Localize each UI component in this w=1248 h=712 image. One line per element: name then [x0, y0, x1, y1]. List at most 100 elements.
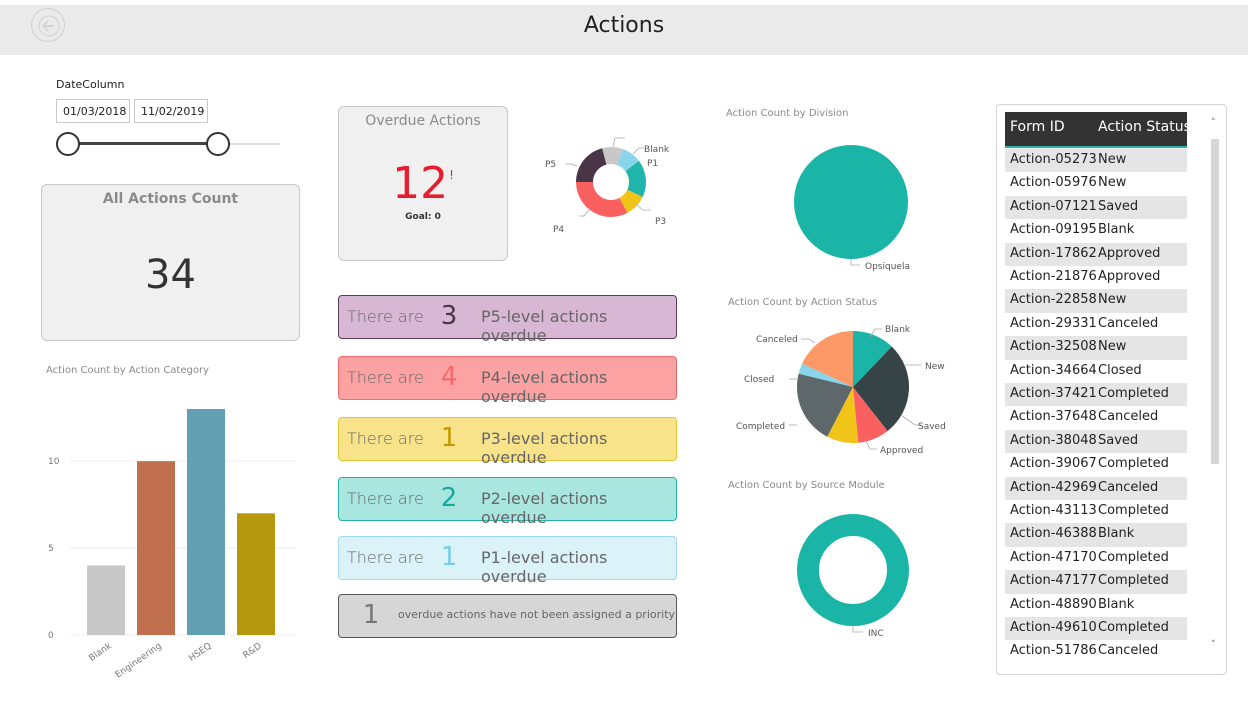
table-row[interactable]: Action-49610 Completed	[1005, 617, 1187, 641]
cell-action-status: Completed	[1098, 549, 1169, 565]
end-slider-handle[interactable]	[206, 132, 230, 156]
cell-action-status: Canceled	[1098, 315, 1159, 331]
banner-lead-text: There are	[347, 548, 424, 567]
cell-action-status: Completed	[1098, 456, 1169, 472]
table-row[interactable]: Action-05273 New	[1005, 149, 1187, 173]
end-date-input[interactable]: 11/02/2019	[134, 99, 208, 123]
cell-form-id: Action-47170	[1010, 549, 1097, 565]
cell-form-id: Action-37648	[1010, 409, 1097, 425]
bar-engineering[interactable]	[137, 461, 175, 635]
table-row[interactable]: Action-51786 Canceled	[1005, 640, 1187, 664]
banner-tail-text: P5-level actions overdue	[481, 307, 608, 345]
p5-overdue-banner[interactable]: There are 3 P5-level actions overdue	[338, 295, 677, 345]
table-row[interactable]: Action-38048 Saved	[1005, 429, 1187, 454]
table-row[interactable]: Action-05976 New	[1005, 172, 1187, 196]
table-row[interactable]: Action-37421 Completed	[1005, 383, 1187, 407]
table-row[interactable]: Action-29331 Canceled	[1005, 312, 1187, 337]
category-chart-title: Action Count by Action Category	[46, 365, 209, 376]
p1-overdue-banner[interactable]: There are 1 P1-level actions overdue	[338, 536, 677, 586]
caret-up-icon[interactable]: ˄	[1211, 118, 1216, 128]
pie-slice-canceled[interactable]	[802, 331, 853, 387]
donut-slice-p1[interactable]	[617, 149, 639, 172]
status-chart-title: Action Count by Action Status	[728, 297, 878, 308]
unprioritized-overdue-banner[interactable]: 1 overdue actions have not been assigned…	[338, 594, 677, 638]
back-button[interactable]	[31, 8, 65, 42]
table-scrollbar[interactable]	[1211, 139, 1219, 464]
table-row[interactable]: Action-43113 Completed	[1005, 500, 1187, 524]
table-row[interactable]: Action-46388 Blank	[1005, 523, 1187, 547]
bar-rd[interactable]	[237, 513, 275, 635]
cell-action-status: Saved	[1098, 198, 1139, 214]
bar-hseq[interactable]	[187, 409, 225, 635]
pie-slice-closed[interactable]	[798, 363, 853, 387]
caret-down-icon[interactable]: ˅	[1211, 640, 1216, 650]
cell-form-id: Action-49610	[1010, 620, 1097, 635]
column-header-form-id[interactable]: Form ID	[1010, 119, 1065, 135]
banner-tail-text: P3-level actions overdue	[481, 429, 608, 467]
x-tick-label: Blank	[87, 641, 114, 664]
cell-action-status: New	[1098, 175, 1127, 191]
banner-count: 1	[440, 423, 458, 453]
table-row[interactable]: Action-21876 Approved	[1005, 266, 1187, 290]
cell-action-status: Blank	[1098, 526, 1135, 542]
table-row[interactable]: Action-34664 Closed	[1005, 359, 1187, 383]
p2-overdue-banner[interactable]: There are 2 P2-level actions overdue	[338, 477, 677, 527]
overdue-goal: Goal: 0	[405, 212, 441, 222]
table-row[interactable]: Action-48890 Blank	[1005, 593, 1187, 617]
table-row[interactable]: Action-32508 New	[1005, 336, 1187, 360]
table-row[interactable]: Action-22858 New	[1005, 289, 1187, 313]
table-row[interactable]: Action-09195 Blank	[1005, 219, 1187, 243]
pie-slice-blank[interactable]	[853, 331, 892, 387]
p4-overdue-banner[interactable]: There are 4 P4-level actions overdue	[338, 356, 677, 406]
pie-slice-approved[interactable]	[827, 387, 859, 443]
start-slider-handle[interactable]	[56, 132, 80, 156]
banner-tail-text: P2-level actions overdue	[481, 489, 608, 527]
bar-blank[interactable]	[87, 565, 125, 635]
banner-lead-text: There are	[347, 489, 424, 508]
donut-slice-blank[interactable]	[602, 147, 623, 166]
cell-action-status: Blank	[1098, 222, 1135, 238]
table-row[interactable]: Action-07121 Saved	[1005, 195, 1187, 220]
banner-count: 4	[440, 362, 458, 392]
y-tick-label: 0	[48, 631, 54, 641]
cell-action-status: Completed	[1098, 503, 1169, 518]
status-label-canceled: Canceled	[756, 335, 798, 345]
all-actions-title: All Actions Count	[102, 191, 239, 207]
table-row[interactable]: Action-39067 Completed	[1005, 453, 1187, 477]
y-tick-label: 10	[48, 457, 60, 467]
table-row[interactable]: Action-47170 Completed	[1005, 546, 1187, 571]
table-row[interactable]: Action-17862 Approved	[1005, 242, 1187, 266]
cell-action-status: Completed	[1098, 620, 1169, 635]
donut-label-p5: P5	[545, 160, 556, 170]
donut-slice-p5[interactable]	[576, 148, 607, 182]
cell-form-id: Action-09195	[1010, 222, 1097, 238]
pie-slice-opsiquela[interactable]	[794, 145, 908, 259]
start-date-input[interactable]: 01/03/2018	[56, 99, 130, 123]
column-header-action-status[interactable]: Action Status	[1098, 119, 1191, 135]
donut-slice-inc[interactable]	[797, 514, 909, 626]
cell-form-id: Action-46388	[1010, 526, 1097, 542]
cell-form-id: Action-22858	[1010, 292, 1097, 308]
all-actions-value: 34	[145, 252, 196, 298]
cell-action-status: Canceled	[1098, 479, 1159, 495]
donut-slice-p4[interactable]	[576, 182, 628, 217]
all-actions-card	[41, 184, 300, 341]
cell-form-id: Action-07121	[1010, 198, 1097, 214]
pie-slice-new[interactable]	[853, 346, 909, 432]
table-row[interactable]: Action-42969 Canceled	[1005, 476, 1187, 500]
cell-form-id: Action-43113	[1010, 503, 1097, 518]
pie-slice-completed[interactable]	[797, 373, 853, 437]
pie-label-opsiquela: Opsiquela	[865, 262, 910, 272]
cell-action-status: Closed	[1098, 362, 1142, 378]
cell-form-id: Action-32508	[1010, 339, 1097, 355]
date-slicer-label: DateColumn	[56, 78, 125, 91]
table-row[interactable]: Action-37648 Canceled	[1005, 406, 1187, 430]
p3-overdue-banner[interactable]: There are 1 P3-level actions overdue	[338, 417, 677, 467]
pie-slice-saved[interactable]	[853, 387, 888, 443]
donut-slice-p2[interactable]	[625, 160, 646, 197]
donut-slice-p3[interactable]	[619, 189, 643, 213]
table-row[interactable]: Action-47177 Completed	[1005, 570, 1187, 594]
y-tick-label: 5	[48, 544, 54, 554]
cell-form-id: Action-51786	[1010, 643, 1097, 659]
source-donut-chart: INC	[797, 514, 909, 639]
